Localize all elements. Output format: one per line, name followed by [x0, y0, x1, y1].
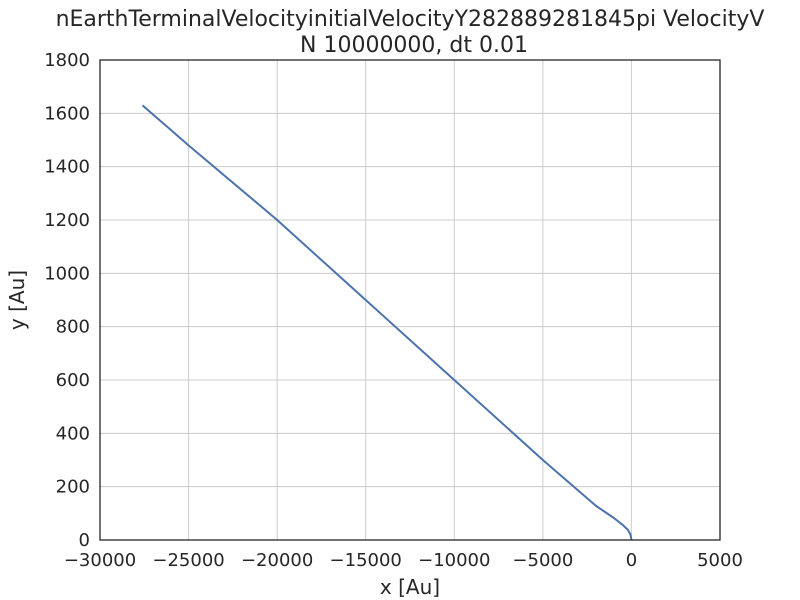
x-tick-label: −25000	[152, 550, 224, 571]
y-axis-label: y [Au]	[5, 270, 29, 330]
y-tick-label: 1000	[44, 263, 90, 284]
chart-title-line-1: nEarthTerminalVelocityinitialVelocityY28…	[56, 7, 765, 32]
series-line	[141, 104, 633, 541]
y-tick-label: 800	[56, 317, 90, 338]
x-tick-label: −15000	[330, 550, 402, 571]
chart-title-line-2: N 10000000, dt 0.01	[300, 33, 528, 58]
y-tick-label: 1600	[44, 103, 90, 124]
y-tick-label: 1400	[44, 157, 90, 178]
y-tick-label: 200	[56, 477, 90, 498]
y-tick-label: 0	[79, 530, 90, 551]
grid-lines	[99, 59, 721, 541]
y-tick-label: 600	[56, 370, 90, 391]
x-tick-label: −30000	[64, 550, 136, 571]
y-tick-label: 1200	[44, 210, 90, 231]
x-tick-labels: −30000 −25000 −20000 −15000 −10000 −5000 0 5000	[64, 550, 743, 571]
y-tick-label: 1800	[44, 50, 90, 71]
x-tick-label: −5000	[512, 550, 573, 571]
series-group	[141, 104, 633, 541]
x-axis-label: x [Au]	[380, 575, 440, 599]
plot-frame	[99, 59, 721, 541]
y-tick-label: 400	[56, 423, 90, 444]
x-tick-label: −20000	[241, 550, 313, 571]
x-tick-label: 0	[626, 550, 637, 571]
y-tick-labels: 0 200 400 600 800 1000 1200 1400 1600 1800	[44, 50, 90, 551]
x-tick-label: −10000	[418, 550, 490, 571]
x-tick-label: 5000	[697, 550, 743, 571]
